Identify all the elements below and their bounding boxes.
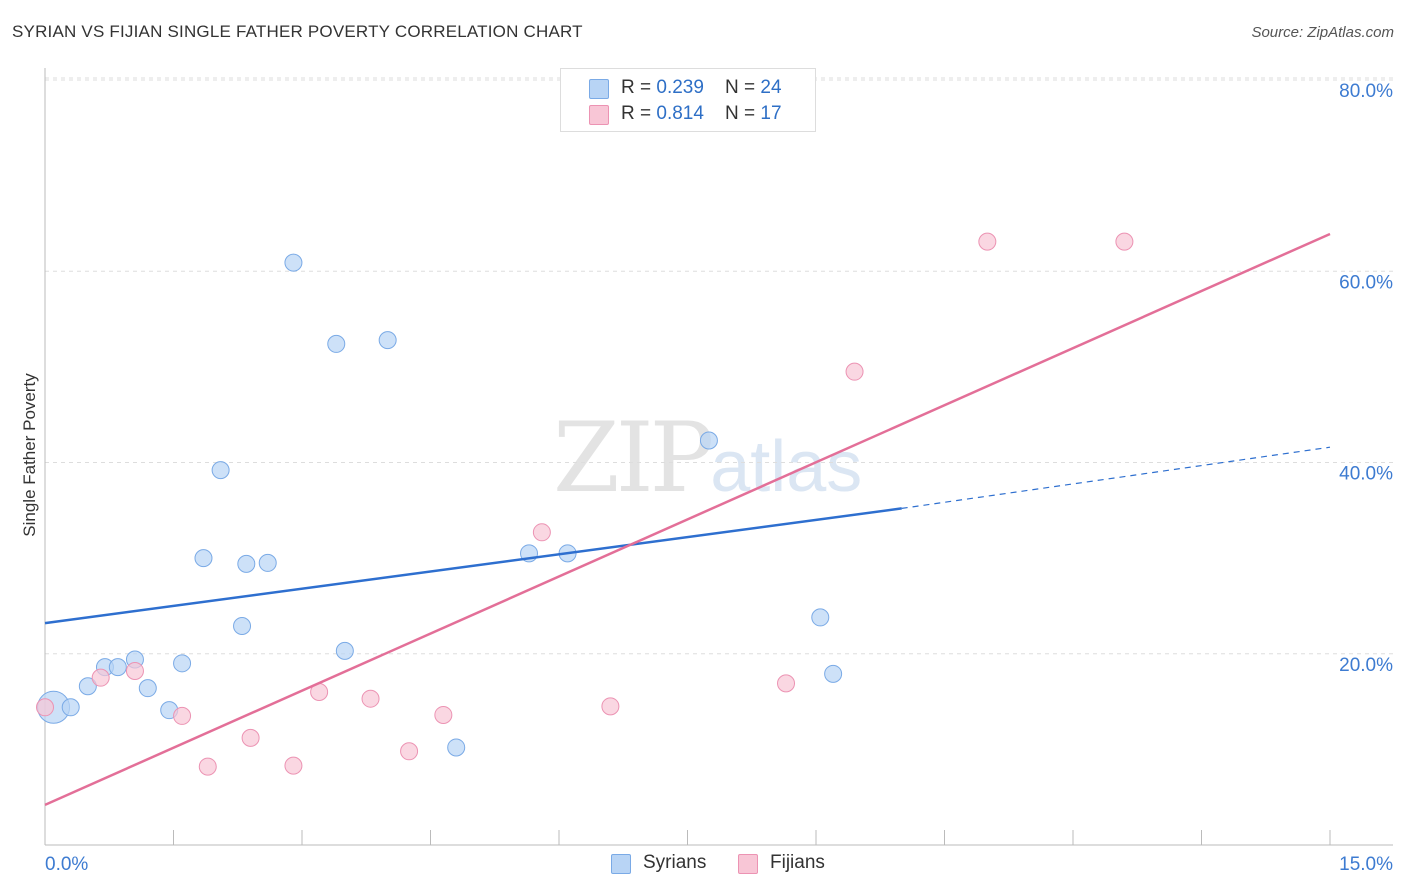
- syrians-point: [378, 331, 397, 350]
- x-tick-label-max: 15.0%: [1339, 854, 1393, 875]
- watermark: ZIPatlas: [553, 402, 862, 514]
- fijians-point: [91, 668, 110, 687]
- x-tick-label-min: 0.0%: [45, 854, 88, 875]
- syrians-point: [233, 617, 252, 636]
- syrians-trend-line: [44, 507, 902, 625]
- fijians-point: [777, 674, 796, 693]
- fijians-point: [601, 697, 620, 716]
- legend-fijians-r-value: 0.814: [656, 103, 704, 124]
- chart-title: SYRIAN VS FIJIAN SINGLE FATHER POVERTY C…: [12, 22, 583, 41]
- syrians-point: [335, 641, 354, 660]
- syrians-point: [194, 549, 213, 568]
- legend-syrians-text: R = 0.239 N = 24: [621, 77, 782, 99]
- fijians-point: [400, 742, 419, 761]
- syrians-swatch-icon: [589, 79, 609, 99]
- legend-fijians-r-label: R =: [621, 103, 657, 124]
- syrians-point: [211, 461, 230, 480]
- watermark-zip: ZIP: [553, 402, 714, 514]
- fijians-point: [532, 523, 551, 542]
- syrians-point: [61, 698, 80, 717]
- syrians-legend-swatch-icon: [611, 854, 631, 874]
- fijians-legend-swatch-icon: [738, 854, 758, 874]
- legend-fijians-n-label: N =: [725, 103, 761, 124]
- watermark-atlas: atlas: [710, 427, 863, 507]
- fijians-point: [845, 362, 864, 381]
- fijians-point: [361, 689, 380, 708]
- fijians-point: [978, 232, 997, 251]
- syrians-point: [78, 677, 97, 696]
- fijians-trend-line: [44, 232, 1331, 806]
- syrians-point: [284, 253, 303, 272]
- syrians-point: [811, 608, 830, 627]
- fijians-point: [125, 661, 144, 680]
- legend-syrians-r-value: 0.239: [656, 77, 704, 98]
- fijians-point: [1115, 232, 1134, 251]
- legend-syrians-n-label: N =: [725, 77, 761, 98]
- y-axis-label: Single Father Poverty: [20, 373, 39, 537]
- legend-syrians-n-value: 24: [760, 77, 782, 98]
- source-label: Source: ZipAtlas.com: [1251, 24, 1394, 41]
- fijians-point: [173, 706, 192, 725]
- y-tick-label: 60.0%: [1339, 272, 1393, 293]
- fijians-point: [434, 705, 453, 724]
- fijians-point: [198, 757, 217, 776]
- legend-syrians-r-label: R =: [621, 77, 657, 98]
- syrians-point: [327, 334, 346, 353]
- bottom-legend-syrians-label: Syrians: [643, 852, 707, 873]
- syrians-point: [447, 738, 466, 757]
- legend-fijians-n-value: 17: [760, 103, 782, 124]
- syrians-point: [173, 654, 192, 673]
- legend-fijians-text: R = 0.814 N = 17: [621, 103, 782, 125]
- syrians-point: [699, 431, 718, 450]
- syrians-point: [237, 554, 256, 573]
- syrians-point: [824, 664, 843, 683]
- syrians-point: [258, 553, 277, 572]
- syrians-trend-extension: [901, 446, 1331, 509]
- syrians-point: [138, 679, 157, 698]
- y-tick-label: 80.0%: [1339, 81, 1393, 102]
- fijians-point: [284, 756, 303, 775]
- y-tick-label: 20.0%: [1339, 655, 1393, 676]
- fijians-point: [241, 728, 260, 747]
- bottom-legend-fijians-label: Fijians: [770, 852, 825, 873]
- syrians-point: [108, 658, 127, 677]
- fijians-swatch-icon: [589, 105, 609, 125]
- y-tick-label: 40.0%: [1339, 464, 1393, 485]
- fijians-point: [36, 698, 54, 717]
- correlation-legend: R = 0.239 N = 24 R = 0.814 N = 17: [560, 68, 816, 132]
